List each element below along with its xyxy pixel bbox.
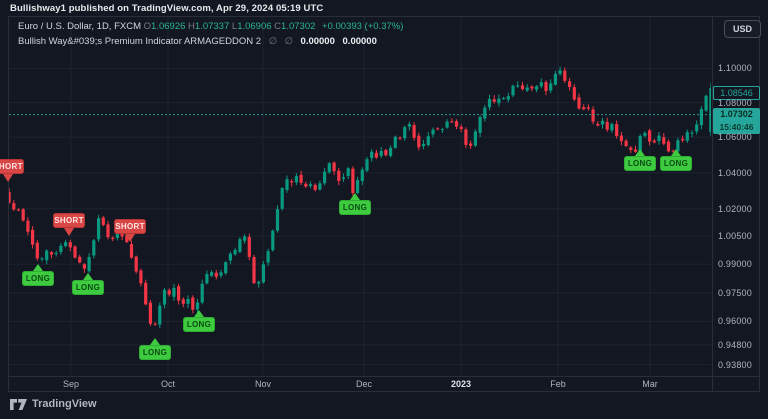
price-tick-label: 1.02000 [718, 203, 752, 214]
symbol-description[interactable]: Euro / U.S. Dollar, 1D, FXCM [18, 21, 142, 32]
ohlc-open-value: 1.06926 [151, 21, 186, 32]
long-signal-label: LONG [139, 338, 171, 360]
long-signal-label: LONG [660, 149, 692, 171]
tradingview-wordmark[interactable]: TradingView [32, 398, 97, 410]
signal-pointer [33, 264, 43, 271]
time-tick-label: Oct [160, 379, 176, 389]
price-axis-separator [712, 16, 713, 392]
long-signal-label: LONG [339, 193, 371, 215]
signal-pointer [671, 149, 681, 156]
time-tick-label: Sep [62, 379, 80, 389]
ohlc-close-label: C [274, 21, 282, 32]
attribution-text: Bullishway1 published on TradingView.com… [10, 3, 324, 14]
long-signal-label: LONG [22, 264, 54, 286]
price-tick-label: 1.08000 [718, 97, 752, 108]
signal-pointer [150, 338, 160, 345]
price-tick-label: 1.00500 [718, 231, 752, 242]
time-tick-label: Dec [355, 379, 373, 389]
time-tick-label: Nov [254, 379, 272, 389]
price-axis[interactable]: 1.08546 1.07302 15:40:46 1.10000 1.08000 1… [713, 16, 760, 376]
bar-countdown: 15:40:46 [719, 121, 754, 132]
time-axis-separator [8, 376, 760, 377]
change-value: +0.00393 (+0.37%) [322, 21, 404, 32]
chart-frame-border [8, 16, 760, 392]
ohlc-close-value: 1.07302 [281, 21, 316, 32]
indicator-value: 0.00000 [342, 36, 377, 47]
price-tick-label: 1.10000 [718, 63, 752, 74]
time-tick-label: Feb [550, 379, 566, 389]
signal-pointer [350, 193, 360, 200]
short-signal-label: SHORT [114, 219, 146, 242]
last-price-label: 1.07302 15:40:46 [713, 107, 760, 134]
tradingview-footer: TradingView [10, 398, 97, 410]
long-signal-label: LONG [183, 310, 215, 332]
short-signal-label: SHORT [53, 213, 85, 236]
ohlc-low-label: L [231, 21, 238, 32]
price-tick-label: 1.06000 [718, 132, 752, 143]
ohlc-high-value: 1.07337 [194, 21, 230, 32]
time-tick-label: Mar [642, 379, 658, 389]
last-price-value: 1.07302 [720, 108, 753, 119]
long-signal-label: LONG [624, 149, 656, 171]
long-signal-label: LONG [72, 273, 104, 295]
ohlc-high-label: H [188, 21, 195, 32]
time-tick-label: 2023 [450, 379, 472, 389]
ohlc-open-label: O [143, 21, 152, 32]
indicator-title[interactable]: Bullish Way&#039;s Premium Indicator ARM… [18, 36, 262, 47]
signal-pointer [3, 174, 13, 182]
indicator-flag-icon: ∅ [268, 36, 277, 47]
tradingview-logo-icon[interactable] [10, 398, 27, 410]
signal-pointer [83, 273, 93, 280]
high-price-label: 1.08546 [713, 86, 760, 101]
signal-pointer [635, 149, 645, 156]
time-axis[interactable]: Sep Oct Nov Dec 2023 Feb Mar [8, 377, 712, 392]
price-tick-label: 0.94800 [718, 339, 752, 350]
price-tick-label: 0.99000 [718, 259, 752, 270]
price-tick-label: 0.93800 [718, 359, 752, 370]
signal-pointer [194, 310, 204, 317]
currency-toggle-button[interactable]: USD [724, 20, 761, 38]
signal-pointer [64, 228, 74, 236]
indicator-flag-icon: ∅ [284, 36, 293, 47]
price-tick-label: 1.04000 [718, 167, 752, 178]
chart-legend: Euro / U.S. Dollar, 1D, FXCM O1.06926 H1… [18, 21, 403, 47]
price-tick-label: 0.96000 [718, 316, 752, 327]
signal-pointer [125, 234, 135, 242]
ohlc-low-value: 1.06906 [237, 21, 272, 32]
price-tick-label: 0.97500 [718, 287, 752, 298]
indicator-value: 0.00000 [300, 36, 335, 47]
short-signal-label: SHORT [0, 159, 24, 182]
